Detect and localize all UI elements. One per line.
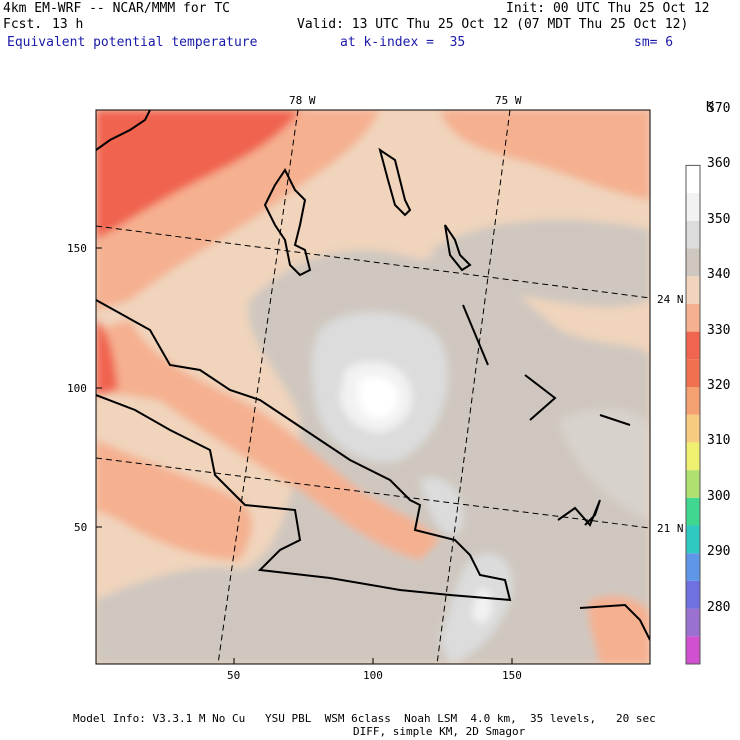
colorbar-label: 340	[707, 267, 731, 283]
lat-label-21n: 21 N	[657, 522, 684, 535]
y-tick-50: 50	[74, 521, 88, 534]
colorbar-swatch	[686, 608, 700, 637]
lon-label-75w: 75 W	[495, 94, 522, 107]
axis-ticks	[96, 247, 513, 664]
colorbar-swatch	[686, 497, 700, 526]
y-tick-100: 100	[67, 382, 87, 395]
forecast-label: Fcst.	[3, 17, 43, 32]
colorbar-swatch	[686, 414, 700, 443]
colorbar-label: 310	[707, 433, 731, 449]
model-title: 4km EM-WRF -- NCAR/MMM for TC	[3, 1, 230, 16]
colorbar-swatch	[686, 220, 700, 249]
colorbar-unit: K	[706, 100, 714, 115]
x-tick-50: 50	[227, 669, 241, 682]
valid-time: Valid: 13 UTC Thu 25 Oct 12 (07 MDT Thu …	[297, 17, 689, 32]
x-tick-150: 150	[502, 669, 522, 682]
colorbar-label: 300	[707, 488, 731, 504]
colorbar-frame	[685, 164, 701, 665]
y-tick-150: 150	[67, 242, 87, 255]
colorbar-label: 330	[707, 322, 731, 338]
forecast-hours: 13 h	[52, 17, 84, 32]
colorbar-swatch	[686, 553, 700, 581]
theta-e-field	[96, 110, 650, 664]
coastlines	[96, 110, 650, 641]
colorbar-label: 360	[707, 156, 731, 172]
colorbar-swatch	[686, 442, 700, 471]
colorbar-swatch	[686, 470, 700, 498]
colorbar-label: 350	[707, 211, 731, 227]
colorbar-swatch	[686, 276, 700, 304]
lon-label-78w: 78 W	[289, 94, 316, 107]
colorbar-label: 280	[707, 599, 731, 615]
lat-label-24n: 24 N	[657, 293, 684, 306]
init-time: Init: 00 UTC Thu 25 Oct 12	[506, 1, 710, 16]
field-name: Equivalent potential temperature	[7, 35, 258, 50]
smoothing-info: sm= 6	[634, 35, 674, 50]
colorbar-label: 370	[707, 101, 731, 116]
colorbar-swatch	[686, 193, 700, 221]
colorbar-swatch	[686, 580, 700, 609]
colorbar-swatch	[686, 387, 700, 415]
colorbar-swatch	[686, 359, 700, 387]
colorbar	[685, 164, 701, 665]
colorbar-swatch	[686, 525, 700, 554]
x-tick-100: 100	[363, 669, 383, 682]
colorbar-swatch	[686, 331, 700, 360]
model-info-2: DIFF, simple KM, 2D Smagor	[353, 725, 526, 738]
colorbar-label: 290	[707, 544, 731, 560]
colorbar-swatch	[686, 248, 700, 277]
colorbar-swatch	[686, 636, 700, 664]
model-info: Model Info: V3.3.1 M No Cu YSU PBL WSM 6…	[73, 712, 656, 725]
graticule	[96, 110, 650, 664]
colorbar-swatch	[686, 165, 700, 194]
level-info: at k-index = 35	[340, 35, 466, 50]
colorbar-label: 320	[707, 378, 731, 393]
colorbar-swatch	[686, 303, 700, 332]
